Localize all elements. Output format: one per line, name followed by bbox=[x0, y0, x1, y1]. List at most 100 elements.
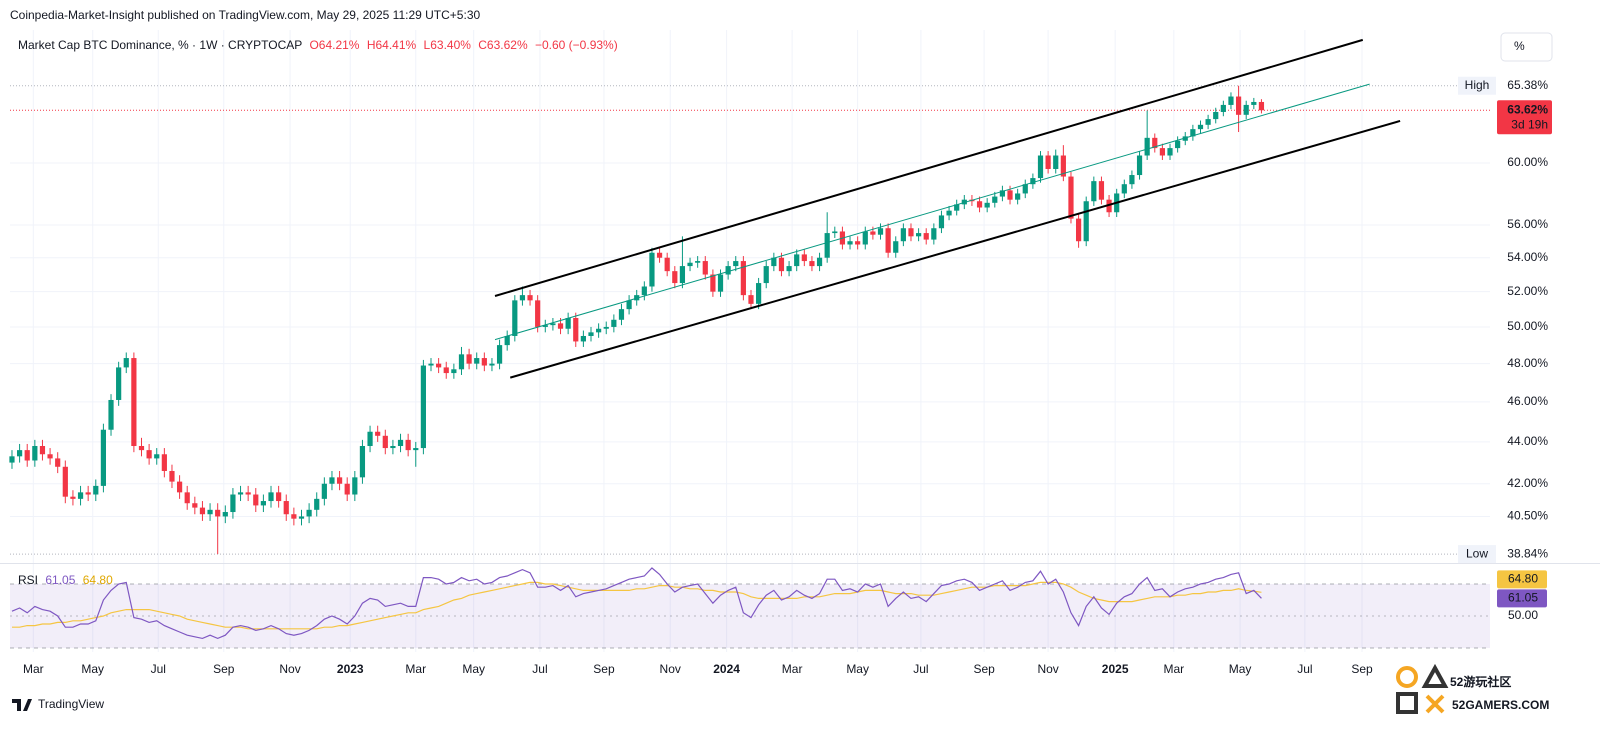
candle-body bbox=[77, 492, 84, 499]
watermark-icon bbox=[1425, 694, 1445, 714]
candle-body bbox=[916, 233, 922, 237]
legend-change: −0.60 (−0.93%) bbox=[535, 38, 618, 52]
candle-body bbox=[9, 456, 15, 463]
candle-body bbox=[649, 252, 655, 287]
candle-body bbox=[1129, 175, 1135, 185]
candle-body bbox=[535, 300, 541, 327]
candle-body bbox=[39, 446, 46, 455]
candle-body bbox=[1182, 136, 1188, 141]
rsi-ma-tag-label: 64.80 bbox=[1508, 571, 1538, 585]
candle-body bbox=[557, 323, 564, 329]
candle-body bbox=[748, 295, 754, 304]
candle-body bbox=[702, 261, 708, 275]
y-tick-label: 56.00% bbox=[1507, 217, 1548, 231]
candle-body bbox=[672, 271, 678, 284]
candle-body bbox=[496, 345, 503, 364]
candle-body bbox=[70, 496, 76, 499]
candle-body bbox=[938, 215, 945, 229]
candle-body bbox=[923, 233, 929, 240]
candle-body bbox=[276, 492, 282, 502]
candle-body bbox=[733, 261, 739, 267]
x-tick-label: May bbox=[846, 662, 869, 676]
candle-body bbox=[359, 446, 366, 478]
rsi-tag bbox=[1497, 589, 1547, 608]
candle-body bbox=[1213, 111, 1219, 120]
candle-body bbox=[207, 509, 213, 515]
unit-button[interactable] bbox=[1500, 32, 1553, 62]
candle-body bbox=[1083, 201, 1089, 242]
candle-body bbox=[1022, 184, 1028, 194]
candle-body bbox=[397, 439, 404, 447]
candle-body bbox=[756, 283, 762, 304]
candle-body bbox=[618, 309, 625, 320]
candle-body bbox=[245, 492, 251, 495]
candle-body bbox=[1228, 96, 1234, 105]
candle-body bbox=[1205, 119, 1211, 125]
candle-body bbox=[908, 228, 914, 237]
candle-body bbox=[336, 477, 343, 484]
price-marker-tag bbox=[1458, 76, 1496, 95]
overlay: 40.50% 42.00% 44.00% 46.00% 48.00% 50.00% 52.0… bbox=[23, 76, 1552, 676]
candle-body bbox=[946, 210, 952, 216]
candle-body bbox=[519, 295, 526, 301]
candle-body bbox=[954, 204, 960, 211]
rsi-ma-line bbox=[11, 581, 1262, 630]
x-tick-label: Nov bbox=[279, 662, 300, 676]
candle-body bbox=[695, 261, 701, 263]
candle-body bbox=[1060, 155, 1066, 177]
y-tick-label: 50.00% bbox=[1507, 319, 1548, 333]
candle-body bbox=[580, 335, 586, 342]
candle-body bbox=[550, 323, 556, 326]
candle-body bbox=[1159, 148, 1165, 156]
rsi-legend: RSI 61.05 64.80 bbox=[18, 573, 113, 587]
y-tick-label: 42.00% bbox=[1507, 476, 1548, 490]
x-tick-label: Mar bbox=[23, 662, 44, 676]
channel-line bbox=[494, 38, 1364, 297]
candle-body bbox=[626, 300, 632, 310]
candle-body bbox=[413, 448, 419, 451]
x-tick-label: May bbox=[1229, 662, 1252, 676]
last-price-label: 63.62% bbox=[1507, 102, 1548, 116]
candle-body bbox=[47, 454, 53, 459]
y-tick-label: 44.00% bbox=[1507, 434, 1548, 448]
candle-body bbox=[717, 274, 724, 292]
x-tick-label: May bbox=[81, 662, 104, 676]
x-tick-label: Jul bbox=[532, 662, 547, 676]
candle-body bbox=[108, 399, 114, 430]
candle-body bbox=[786, 266, 792, 272]
x-tick-label: Nov bbox=[660, 662, 681, 676]
symbol-title: Market Cap BTC Dominance, % · 1W · CRYPT… bbox=[18, 38, 302, 52]
candle-body bbox=[1045, 155, 1051, 169]
watermark-sub: 52GAMERS.COM bbox=[1452, 698, 1549, 712]
unit-button-label[interactable]: % bbox=[1514, 39, 1525, 53]
x-tick-label: May bbox=[462, 662, 485, 676]
candle-body bbox=[862, 231, 868, 245]
candle-body bbox=[306, 509, 312, 517]
logo-text: TradingView bbox=[38, 697, 104, 711]
x-tick-label: Jul bbox=[151, 662, 166, 676]
publisher-header: Coinpedia-Market-Insight published on Tr… bbox=[10, 8, 480, 22]
rsi-tag-label: 61.05 bbox=[1508, 590, 1538, 604]
legend-high: H64.41% bbox=[367, 38, 417, 52]
candle-body bbox=[283, 501, 289, 515]
y-tick-label: 46.00% bbox=[1507, 394, 1548, 408]
grid bbox=[0, 30, 1600, 652]
candle-body bbox=[1258, 101, 1265, 111]
candle-body bbox=[169, 470, 175, 482]
candle-body bbox=[1167, 148, 1173, 156]
logo-icon bbox=[12, 699, 32, 711]
candle-body bbox=[504, 335, 510, 346]
candle-body bbox=[1091, 181, 1097, 202]
candle-body bbox=[771, 257, 777, 267]
candle-body bbox=[1243, 104, 1249, 115]
legend-low: L63.40% bbox=[424, 38, 472, 52]
y-tick-label: 40.50% bbox=[1507, 509, 1548, 523]
candle-body bbox=[687, 262, 693, 267]
candle-body bbox=[1075, 218, 1082, 242]
rsi-line bbox=[11, 567, 1262, 640]
candle-body bbox=[664, 257, 670, 272]
candle-body bbox=[984, 202, 990, 208]
candle-body bbox=[458, 354, 465, 370]
candle-body bbox=[877, 228, 884, 235]
